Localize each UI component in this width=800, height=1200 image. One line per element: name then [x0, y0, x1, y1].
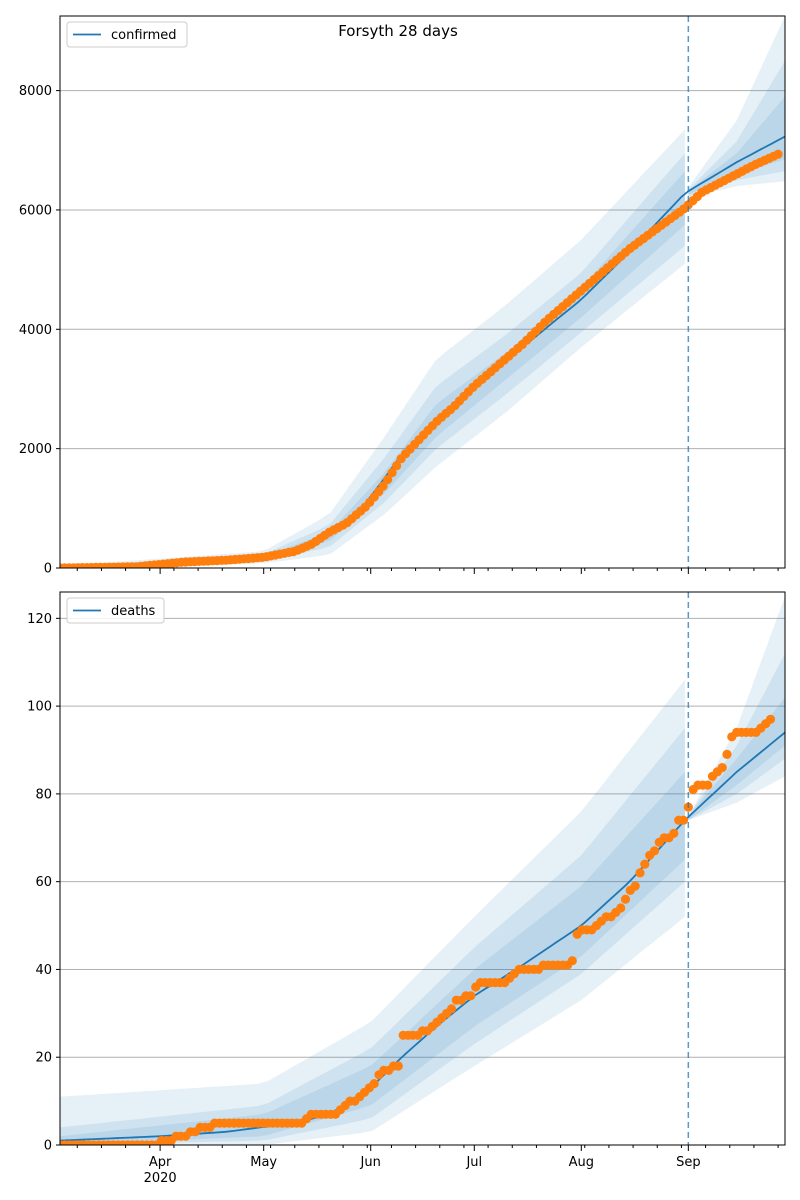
y-tick-label: 120 [27, 612, 52, 627]
confirmed-panel: 0 2000 4000 6000 8000 confirmed [19, 15, 786, 577]
axes-frame [59, 15, 786, 569]
legend-box [66, 597, 165, 624]
observed-point [678, 815, 689, 825]
uncertainty-band [60, 153, 685, 568]
x-tick-label: Apr [149, 1155, 172, 1170]
observed-point [378, 481, 388, 491]
axes-frame [59, 591, 786, 1146]
uncertainty-band [688, 16, 785, 198]
uncertainty-band [60, 771, 685, 1145]
y-tick-label: 6000 [19, 203, 52, 218]
x-tick-label: Jun [360, 1155, 381, 1170]
plot-area [60, 596, 785, 1145]
legend: confirmed [66, 21, 188, 48]
legend-label: confirmed [111, 28, 177, 43]
legend-label: deaths [111, 604, 156, 619]
y-tick-label: 20 [35, 1051, 52, 1066]
y-tick-label: 80 [35, 787, 52, 802]
observed-point [703, 780, 713, 790]
x-year-label: 2020 [144, 1171, 177, 1186]
x-tick-label: Aug [569, 1155, 594, 1170]
x-tick-label: May [250, 1155, 277, 1170]
legend: deaths [66, 597, 165, 624]
observed-point [466, 991, 476, 1001]
y-tick-label: 40 [35, 963, 52, 978]
uncertainty-band [60, 679, 685, 1145]
observed-point [773, 149, 783, 159]
uncertainty-band [688, 653, 785, 821]
observed-point [393, 1061, 403, 1071]
observed-point [717, 763, 727, 773]
observed-point [765, 714, 776, 724]
legend-box [66, 21, 188, 48]
y-tick-label: 2000 [19, 442, 52, 457]
y-tick-label: 4000 [19, 323, 52, 338]
observed-point [640, 859, 650, 869]
observed-point [567, 956, 577, 966]
uncertainty-band [688, 596, 785, 821]
observed-point [383, 475, 393, 485]
uncertainty-band [60, 171, 685, 568]
model-line [60, 135, 785, 568]
observed-point [446, 1004, 457, 1014]
y-tick-label: 8000 [19, 84, 52, 99]
chart-title: Forsyth 28 days [338, 22, 458, 40]
observed-point [649, 846, 660, 856]
observed-point [616, 903, 626, 913]
observed-point [635, 868, 645, 878]
x-tick-label: Jul [465, 1155, 482, 1170]
deaths-panel: 0 20 40 60 80 100 120 Apr May Jun Jul Aug Sep 2020 dea… [27, 591, 786, 1186]
observed-point [669, 828, 679, 839]
observed-point [620, 894, 631, 904]
uncertainty-band [60, 129, 685, 568]
plot-area [60, 16, 785, 568]
observed-point [387, 468, 397, 478]
y-tick-label: 60 [35, 875, 52, 890]
uncertainty-band [60, 728, 685, 1145]
y-tick-label: 100 [27, 700, 52, 715]
observed-point [722, 749, 732, 760]
observed-point [630, 881, 640, 891]
observed-point [369, 1079, 379, 1089]
y-tick-label: 0 [44, 1139, 52, 1154]
y-tick-label: 0 [44, 562, 52, 577]
uncertainty-band [688, 697, 785, 821]
x-tick-label: Sep [676, 1155, 701, 1170]
observed-point [392, 461, 402, 471]
